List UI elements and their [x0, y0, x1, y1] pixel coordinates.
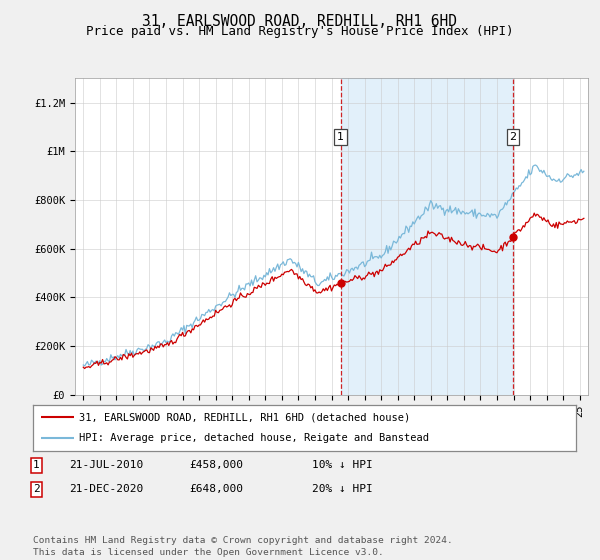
Text: 2: 2	[33, 484, 40, 494]
Text: 20% ↓ HPI: 20% ↓ HPI	[312, 484, 373, 494]
Text: 21-JUL-2010: 21-JUL-2010	[69, 460, 143, 470]
Text: Contains HM Land Registry data © Crown copyright and database right 2024.
This d: Contains HM Land Registry data © Crown c…	[33, 536, 453, 557]
Text: 31, EARLSWOOD ROAD, REDHILL, RH1 6HD (detached house): 31, EARLSWOOD ROAD, REDHILL, RH1 6HD (de…	[79, 412, 410, 422]
Text: 10% ↓ HPI: 10% ↓ HPI	[312, 460, 373, 470]
Text: Price paid vs. HM Land Registry's House Price Index (HPI): Price paid vs. HM Land Registry's House …	[86, 25, 514, 38]
Text: 1: 1	[337, 132, 344, 142]
Text: 1: 1	[33, 460, 40, 470]
Text: 21-DEC-2020: 21-DEC-2020	[69, 484, 143, 494]
Text: £648,000: £648,000	[189, 484, 243, 494]
Text: HPI: Average price, detached house, Reigate and Banstead: HPI: Average price, detached house, Reig…	[79, 433, 429, 444]
Text: 31, EARLSWOOD ROAD, REDHILL, RH1 6HD: 31, EARLSWOOD ROAD, REDHILL, RH1 6HD	[143, 14, 458, 29]
Bar	[341, 78, 513, 395]
Text: 2: 2	[509, 132, 517, 142]
Text: £458,000: £458,000	[189, 460, 243, 470]
